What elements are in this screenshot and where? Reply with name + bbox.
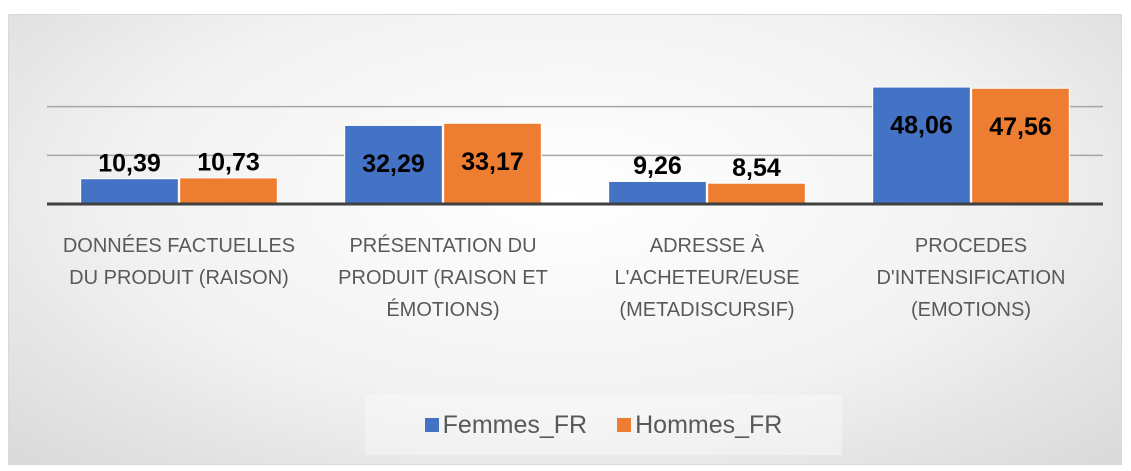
x-tick-label: PROCEDES D'INTENSIFICATION (EMOTIONS) — [876, 235, 1066, 321]
bar — [872, 86, 971, 205]
legend-swatch — [617, 418, 632, 432]
legend: Femmes_FR Hommes_FR — [365, 395, 842, 455]
bar — [608, 180, 707, 205]
data-label: 10,73 — [197, 148, 260, 176]
legend-item: Hommes_FR — [617, 411, 782, 440]
data-label: 10,39 — [98, 149, 161, 177]
x-tick-label: PRÉSENTATION DU PRODUIT (RAISON ET ÉMOTI… — [338, 235, 548, 321]
data-label: 48,06 — [890, 112, 953, 140]
bar — [179, 177, 278, 205]
x-tick-label: ADRESSE À L'ACHETEUR/EUSE (METADISCURSIF… — [614, 235, 800, 321]
bar — [971, 87, 1070, 205]
data-label: 9,26 — [633, 152, 682, 180]
bar — [707, 182, 806, 205]
x-tick-label: DONNÉES FACTUELLES DU PRODUIT (RAISON) — [62, 235, 296, 289]
legend-swatch — [424, 418, 439, 432]
legend-item: Femmes_FR — [424, 410, 588, 440]
data-label: 8,54 — [732, 154, 781, 182]
data-label: 33,17 — [461, 148, 524, 176]
bar — [80, 178, 179, 205]
legend-label: Hommes_FR — [635, 410, 783, 439]
data-label: 47,56 — [989, 113, 1052, 141]
legend-label: Femmes_FR — [442, 410, 588, 439]
data-label: 32,29 — [362, 150, 425, 178]
